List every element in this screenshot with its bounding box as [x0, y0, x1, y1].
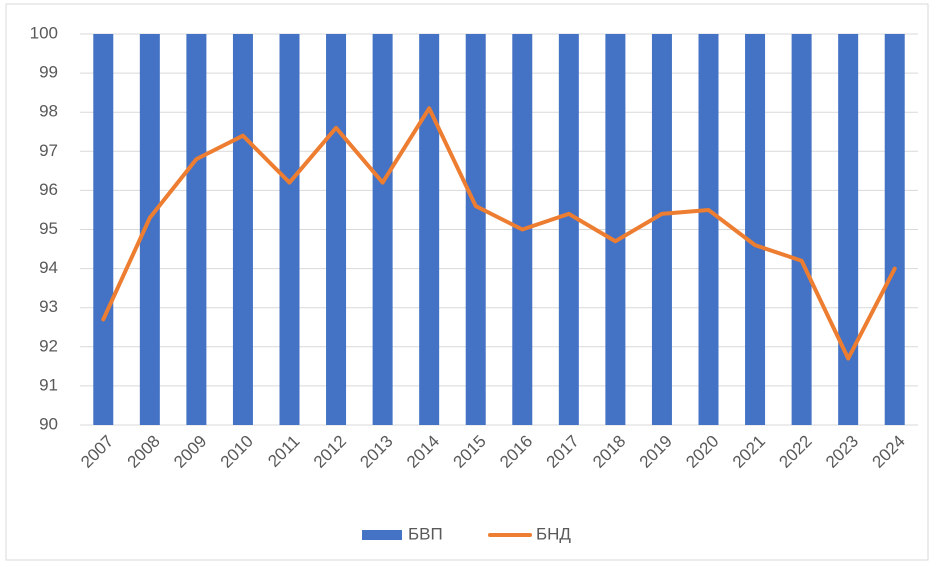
bar — [279, 34, 300, 425]
y-tick-label: 100 — [30, 23, 58, 42]
bar — [605, 34, 626, 425]
y-tick-label: 94 — [39, 258, 58, 277]
y-tick-label: 97 — [39, 141, 58, 160]
bar — [232, 34, 253, 425]
bar — [558, 34, 579, 425]
bar — [139, 34, 160, 425]
y-tick-label: 99 — [39, 63, 58, 82]
bar — [93, 34, 114, 425]
y-tick-label: 98 — [39, 102, 58, 121]
y-tick-label: 95 — [39, 219, 58, 238]
legend-label: БВП — [408, 524, 443, 543]
y-tick-label: 92 — [39, 336, 58, 355]
bar — [465, 34, 486, 425]
y-tick-label: 91 — [39, 375, 58, 394]
bar — [791, 34, 812, 425]
bar — [884, 34, 905, 425]
bar — [651, 34, 672, 425]
bar — [698, 34, 719, 425]
bar — [419, 34, 440, 425]
bar — [372, 34, 393, 425]
bar — [838, 34, 859, 425]
y-tick-label: 96 — [39, 180, 58, 199]
bar — [745, 34, 766, 425]
y-tick-label: 90 — [39, 414, 58, 433]
y-tick-label: 93 — [39, 297, 58, 316]
bar — [326, 34, 347, 425]
bar — [186, 34, 207, 425]
line — [101, 106, 897, 361]
legend-label: БНД — [536, 524, 571, 543]
legend-swatch — [362, 530, 402, 540]
